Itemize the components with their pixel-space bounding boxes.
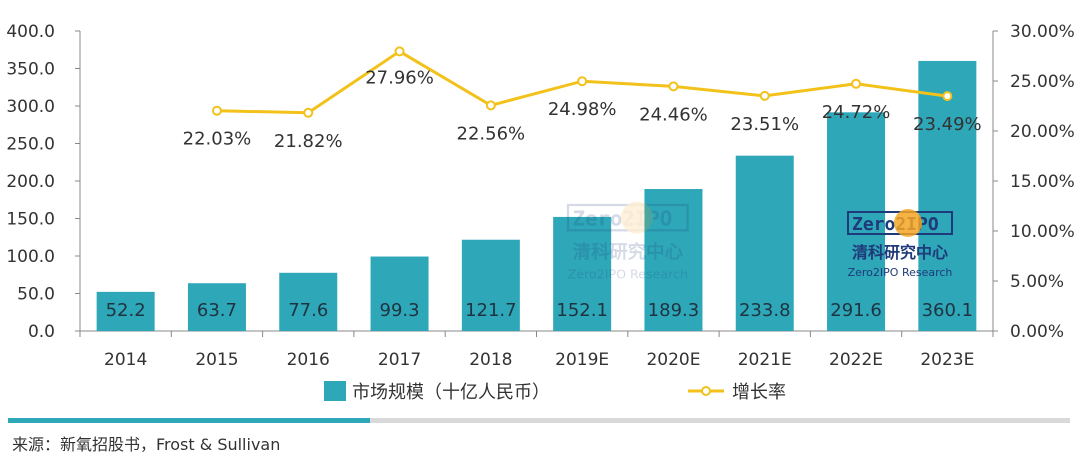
logo-line1: 清科研究中心 <box>573 241 684 263</box>
logo-line1: 清科研究中心 <box>852 243 948 262</box>
growth-rate-label: 21.82% <box>274 131 343 152</box>
bar-value-label: 121.7 <box>465 300 517 321</box>
growth-point <box>211 105 222 116</box>
growth-rate-label: 24.46% <box>639 104 708 125</box>
bar <box>918 60 977 332</box>
growth-point <box>668 81 679 92</box>
x-tick-label: 2021E <box>738 350 792 370</box>
growth-point <box>303 107 314 118</box>
growth-rate-label: 22.56% <box>457 123 526 144</box>
bar <box>279 272 338 331</box>
growth-point <box>485 100 496 111</box>
growth-rate-label: 22.03% <box>183 129 252 150</box>
bar-value-label: 189.3 <box>648 300 700 321</box>
bar-value-label: 77.6 <box>288 300 328 321</box>
axes: 0.0 50.0 100.0 150.0 200.0 250.0 300.0 350.0 400… <box>6 22 1075 370</box>
growth-rate-label: 24.98% <box>548 99 617 120</box>
bar <box>553 216 612 331</box>
bar-value-label: 291.6 <box>830 300 882 321</box>
bar-value-label: 63.7 <box>197 300 237 321</box>
bar-value-label: 99.3 <box>380 300 420 321</box>
left-tick-label: 300.0 <box>6 97 55 117</box>
bar-value-label: 233.8 <box>739 300 791 321</box>
right-tick-label: 25.00% <box>1010 72 1075 92</box>
right-tick-label: 5.00% <box>1010 272 1064 292</box>
x-tick-label: 2014 <box>104 350 147 370</box>
right-tick-label: 0.00% <box>1010 322 1064 342</box>
bar-value-label: 152.1 <box>556 300 608 321</box>
x-tick-label: 2019E <box>555 350 609 370</box>
legend: 市场规模（十亿人民币） 增长率 <box>324 381 786 403</box>
bar <box>96 291 155 331</box>
logo-text: Zero2IPO <box>573 207 673 231</box>
bar-value-label: 360.1 <box>922 300 974 321</box>
logo-box <box>566 203 689 232</box>
bar-value-label: 52.2 <box>106 300 146 321</box>
left-tick-label: 400.0 <box>6 22 55 42</box>
watermarks: Zero2IPO清科研究中心Zero2IPO ResearchZero2IPO清… <box>566 201 953 282</box>
left-tick-label: 50.0 <box>17 285 55 305</box>
x-tick-label: 2016 <box>287 350 330 370</box>
growth-point <box>394 46 405 57</box>
growth-rate-label: 24.72% <box>822 102 891 123</box>
legend-swatch-bar <box>324 381 346 401</box>
left-tick-label: 200.0 <box>6 172 55 192</box>
right-tick-label: 20.00% <box>1010 122 1075 142</box>
growth-point <box>942 91 953 102</box>
x-tick-label: 2017 <box>378 350 421 370</box>
logo-line2: Zero2IPO Research <box>568 267 688 282</box>
bar <box>370 256 429 331</box>
right-tick-label: 10.00% <box>1010 222 1075 242</box>
bars <box>96 60 977 332</box>
left-tick-label: 0.0 <box>28 322 55 342</box>
growth-rate-label: 23.49% <box>913 114 982 135</box>
left-tick-label: 250.0 <box>6 135 55 155</box>
right-tick-label: 15.00% <box>1010 172 1075 192</box>
zero2ipo-logo: Zero2IPO清科研究中心Zero2IPO Research <box>847 209 953 279</box>
bar <box>735 155 794 331</box>
left-tick-label: 350.0 <box>6 60 55 80</box>
left-tick-label: 100.0 <box>6 247 55 267</box>
bar <box>644 189 703 331</box>
growth-rate-label: 23.51% <box>730 114 799 135</box>
growth-point <box>851 78 862 89</box>
bar <box>187 283 246 331</box>
left-tick-label: 150.0 <box>6 210 55 230</box>
logo-emblem <box>894 209 922 237</box>
growth-rate-labels: 22.03% 21.82% 27.96% 22.56% 24.98% 24.46% 23.5… <box>183 67 982 151</box>
legend-label-line: 增长率 <box>732 382 786 403</box>
combo-chart: 0.0 50.0 100.0 150.0 200.0 250.0 300.0 350.0 400… <box>6 22 1075 423</box>
zero2ipo-logo: Zero2IPO 清科研究中心 Zero2IPO Research <box>566 201 689 282</box>
x-tick-label: 2023E <box>920 350 974 370</box>
bar-value-labels: 52.2 63.7 77.6 99.3 121.7 152.1 189.3 233.8 291.… <box>106 300 974 321</box>
growth-point <box>577 76 588 87</box>
x-tick-label: 2022E <box>829 350 883 370</box>
growth-line <box>211 46 953 118</box>
right-tick-label: 30.00% <box>1010 22 1075 42</box>
x-tick-label: 2020E <box>646 350 700 370</box>
legend-swatch-marker <box>701 386 711 396</box>
divider-accent <box>8 418 370 423</box>
logo-emblem <box>620 201 654 234</box>
growth-point <box>759 90 770 101</box>
x-tick-label: 2015 <box>195 350 238 370</box>
logo-line2: Zero2IPO Research <box>848 266 953 279</box>
divider-rest <box>370 418 1070 423</box>
growth-rate-label: 27.96% <box>365 67 434 88</box>
bar <box>827 112 886 331</box>
bar <box>461 239 520 331</box>
legend-label-bar: 市场规模（十亿人民币） <box>352 382 550 403</box>
x-tick-label: 2018 <box>469 350 512 370</box>
source-note: 来源：新氧招股书，Frost & Sullivan <box>12 435 281 454</box>
divider <box>8 418 1070 423</box>
